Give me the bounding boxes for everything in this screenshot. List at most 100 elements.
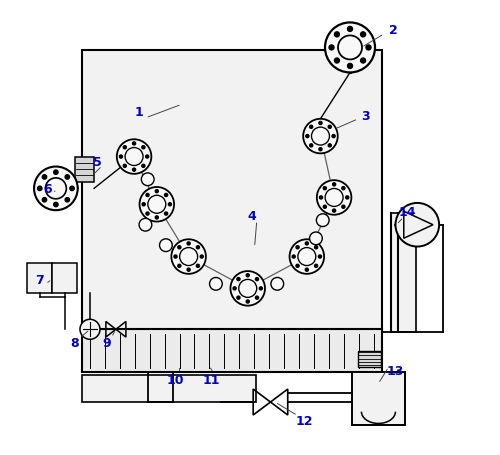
Circle shape — [178, 246, 181, 249]
Circle shape — [123, 165, 126, 168]
Text: 4: 4 — [248, 210, 256, 222]
Circle shape — [142, 203, 145, 207]
Circle shape — [334, 59, 340, 64]
Circle shape — [237, 297, 240, 299]
Circle shape — [196, 246, 200, 249]
Circle shape — [54, 203, 58, 207]
Circle shape — [306, 243, 308, 245]
Circle shape — [396, 203, 439, 247]
Text: 14: 14 — [398, 205, 415, 218]
Circle shape — [260, 287, 262, 290]
Circle shape — [65, 175, 70, 180]
Circle shape — [132, 169, 136, 172]
Circle shape — [318, 255, 322, 258]
Text: 13: 13 — [387, 364, 404, 377]
Circle shape — [160, 239, 172, 252]
Text: 2: 2 — [389, 24, 398, 37]
Circle shape — [332, 183, 336, 187]
Bar — [75, 157, 94, 182]
Bar — [82, 51, 382, 332]
Circle shape — [42, 198, 46, 202]
Circle shape — [196, 265, 200, 268]
Text: 1: 1 — [134, 106, 143, 118]
Bar — [352, 373, 405, 425]
Circle shape — [148, 196, 166, 214]
Circle shape — [238, 280, 256, 298]
Circle shape — [292, 255, 296, 258]
Circle shape — [316, 214, 329, 227]
Circle shape — [123, 147, 126, 150]
Bar — [52, 264, 77, 293]
Circle shape — [146, 194, 149, 197]
Circle shape — [140, 187, 174, 222]
Circle shape — [120, 156, 122, 159]
Circle shape — [142, 147, 145, 150]
Circle shape — [38, 187, 42, 191]
Circle shape — [200, 255, 203, 258]
Circle shape — [174, 255, 177, 258]
Circle shape — [360, 33, 366, 38]
Circle shape — [256, 278, 258, 281]
Circle shape — [164, 194, 168, 197]
Circle shape — [328, 145, 332, 147]
Circle shape — [54, 171, 58, 175]
Circle shape — [324, 187, 326, 190]
Circle shape — [210, 278, 222, 291]
Circle shape — [325, 23, 375, 73]
Circle shape — [328, 126, 332, 129]
Circle shape — [319, 122, 322, 125]
Circle shape — [132, 142, 136, 146]
Bar — [391, 214, 416, 332]
Circle shape — [146, 156, 149, 159]
Circle shape — [256, 297, 258, 299]
Circle shape — [233, 287, 236, 290]
Text: 5: 5 — [94, 155, 102, 168]
Circle shape — [180, 248, 198, 266]
Circle shape — [314, 246, 318, 249]
Circle shape — [296, 246, 299, 249]
Circle shape — [360, 59, 366, 64]
Circle shape — [125, 148, 143, 166]
Circle shape — [319, 148, 322, 152]
Circle shape — [329, 46, 334, 51]
Text: 9: 9 — [102, 337, 111, 349]
Circle shape — [178, 265, 181, 268]
Circle shape — [42, 175, 46, 180]
Circle shape — [246, 274, 250, 277]
Circle shape — [296, 265, 299, 268]
Circle shape — [146, 212, 149, 216]
Circle shape — [317, 181, 352, 215]
Circle shape — [142, 165, 145, 168]
Circle shape — [271, 278, 283, 291]
Circle shape — [334, 33, 340, 38]
Text: 12: 12 — [296, 414, 314, 427]
Circle shape — [342, 206, 345, 209]
Text: 10: 10 — [166, 373, 184, 386]
Circle shape — [314, 265, 318, 268]
Circle shape — [324, 206, 326, 209]
Circle shape — [290, 240, 324, 274]
Circle shape — [155, 217, 158, 219]
Circle shape — [325, 189, 343, 207]
Circle shape — [338, 36, 362, 61]
Circle shape — [332, 135, 335, 138]
Text: 6: 6 — [44, 182, 52, 196]
Circle shape — [303, 120, 338, 154]
Bar — [27, 264, 52, 293]
Circle shape — [80, 319, 100, 339]
Text: 3: 3 — [362, 110, 370, 123]
Circle shape — [298, 248, 316, 266]
Circle shape — [348, 64, 352, 69]
Circle shape — [366, 46, 371, 51]
Circle shape — [332, 210, 336, 212]
Circle shape — [142, 173, 154, 186]
Text: 7: 7 — [36, 273, 44, 286]
Circle shape — [117, 140, 152, 174]
Circle shape — [346, 197, 349, 200]
Circle shape — [306, 135, 309, 138]
Circle shape — [46, 178, 66, 199]
Text: 8: 8 — [70, 337, 80, 349]
Circle shape — [237, 278, 240, 281]
Circle shape — [348, 27, 352, 32]
Circle shape — [164, 212, 168, 216]
